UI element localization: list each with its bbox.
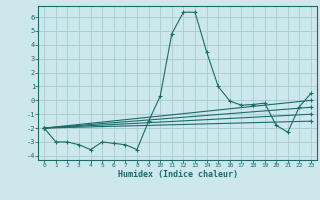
- X-axis label: Humidex (Indice chaleur): Humidex (Indice chaleur): [118, 170, 238, 179]
